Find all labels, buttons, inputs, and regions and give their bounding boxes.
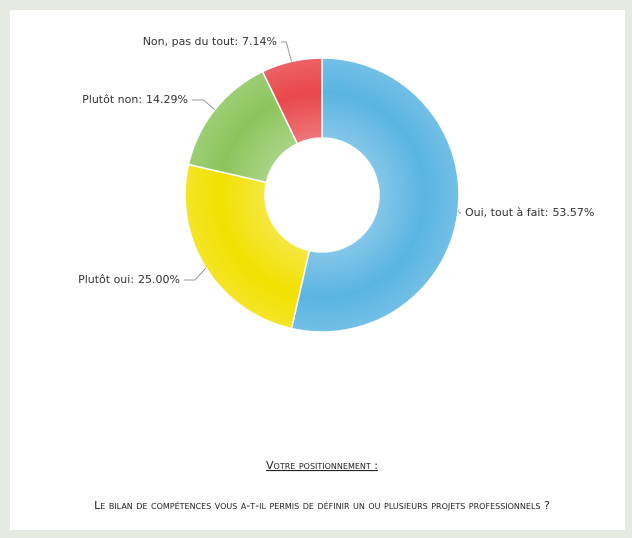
value-label: 7.14% <box>242 35 277 48</box>
slice-label: Plutôt non: 14.29% <box>82 93 188 106</box>
value-label: 53.57% <box>552 206 594 219</box>
category-label: Oui, tout à fait: <box>465 206 548 219</box>
slice-label: Non, pas du tout: 7.14% <box>143 35 277 48</box>
leader-line <box>281 41 293 62</box>
slice <box>184 163 311 330</box>
leader-line <box>184 267 207 281</box>
category-label: Plutôt non: <box>82 93 142 106</box>
value-label: 25.00% <box>138 273 180 286</box>
question: Le bilan de compétences vous a-t-il perm… <box>94 499 550 512</box>
heading: Votre positionnement : <box>266 459 378 472</box>
slice-label: Oui, tout à fait: 53.57% <box>465 206 594 219</box>
slice-label: Plutôt oui: 25.00% <box>78 273 180 286</box>
leader-line <box>457 210 461 214</box>
category-label: Non, pas du tout: <box>143 35 238 48</box>
category-label: Plutôt oui: <box>78 273 134 286</box>
slice <box>261 57 323 145</box>
value-label: 14.29% <box>146 93 188 106</box>
leader-line <box>192 99 216 110</box>
slice <box>290 57 460 333</box>
